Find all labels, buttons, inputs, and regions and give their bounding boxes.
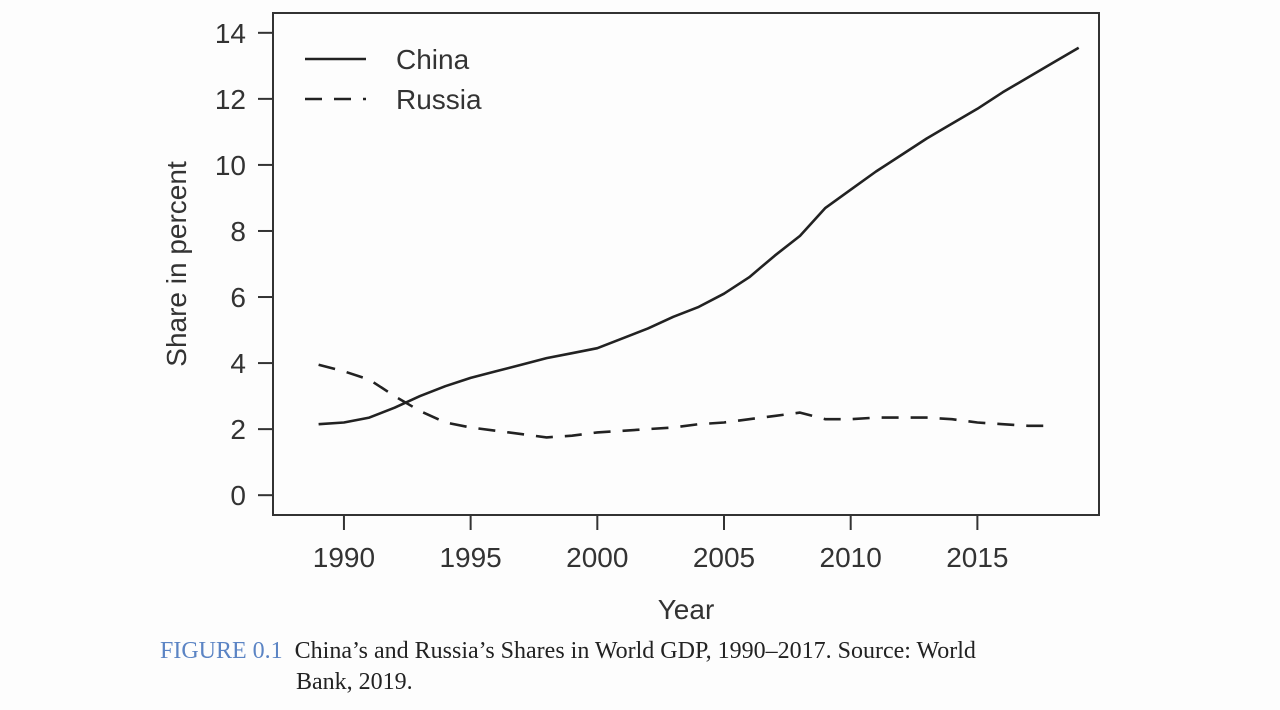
y-tick-label: 12 bbox=[215, 84, 246, 115]
x-tick-label: 2000 bbox=[566, 542, 628, 573]
x-tick-label: 1990 bbox=[313, 542, 375, 573]
x-axis: 1990 1995 2000 2005 2010 2015 bbox=[313, 515, 1009, 573]
legend: China Russia bbox=[305, 44, 482, 115]
y-axis-title: Share in percent bbox=[161, 161, 192, 367]
figure-caption: FIGURE 0.1 China’s and Russia’s Shares i… bbox=[160, 636, 1100, 698]
x-tick-label: 2010 bbox=[820, 542, 882, 573]
y-tick-label: 2 bbox=[230, 414, 246, 445]
x-tick-label: 2015 bbox=[946, 542, 1008, 573]
y-axis: 0 2 4 6 8 10 12 14 bbox=[215, 18, 273, 511]
legend-label-russia: Russia bbox=[396, 84, 482, 115]
x-tick-label: 1995 bbox=[439, 542, 501, 573]
y-tick-label: 6 bbox=[230, 282, 246, 313]
y-tick-label: 14 bbox=[215, 18, 246, 49]
y-tick-label: 0 bbox=[230, 480, 246, 511]
legend-label-china: China bbox=[396, 44, 470, 75]
y-tick-label: 10 bbox=[215, 150, 246, 181]
plot-frame bbox=[272, 12, 1100, 516]
caption-text-line2: Bank, 2019. bbox=[296, 669, 413, 695]
y-tick-label: 8 bbox=[230, 216, 246, 247]
series-layer bbox=[318, 46, 1080, 439]
caption-text-line1: China’s and Russia’s Shares in World GDP… bbox=[294, 638, 976, 664]
y-tick-label: 4 bbox=[230, 348, 246, 379]
figure-label: FIGURE 0.1 bbox=[160, 638, 283, 664]
series-line-china bbox=[318, 46, 1080, 426]
x-tick-label: 2005 bbox=[693, 542, 755, 573]
series-line-russia bbox=[318, 363, 1054, 439]
x-axis-title: Year bbox=[658, 594, 715, 625]
line-chart: 0 2 4 6 8 10 12 14 1990 1995 2000 2005 2010 2015 Chi… bbox=[161, 12, 1100, 625]
